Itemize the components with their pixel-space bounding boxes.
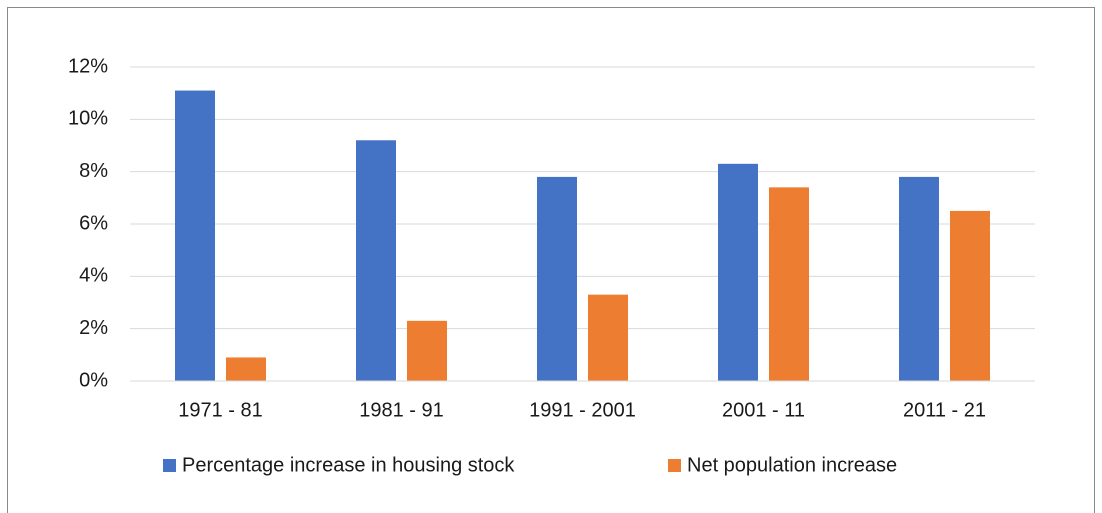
x-tick-label: 2011 - 21 [903,399,986,421]
legend-swatch [163,459,176,472]
y-tick-label: 10% [68,108,108,130]
x-tick-label: 1971 - 81 [178,399,263,421]
bar [226,357,266,381]
y-tick-label: 2% [79,317,108,339]
bar [588,294,628,381]
x-tick-label: 1981 - 91 [359,399,444,421]
bar [950,210,990,381]
bar [356,140,396,381]
y-tick-label: 12% [68,55,108,77]
bar [407,320,447,381]
legend-swatch [668,459,681,472]
y-tick-label: 6% [79,212,108,234]
bar [175,90,215,382]
bar [769,187,809,381]
legend-label: Percentage increase in housing stock [182,454,515,476]
bar [899,176,939,381]
y-tick-label: 8% [79,160,108,182]
bar [537,176,577,381]
y-tick-label: 4% [79,265,108,287]
x-tick-label: 1991 - 2001 [529,399,636,421]
y-tick-label: 0% [79,369,108,391]
bar [718,163,758,381]
x-tick-label: 2001 - 11 [722,399,805,421]
legend-label: Net population increase [687,454,897,476]
